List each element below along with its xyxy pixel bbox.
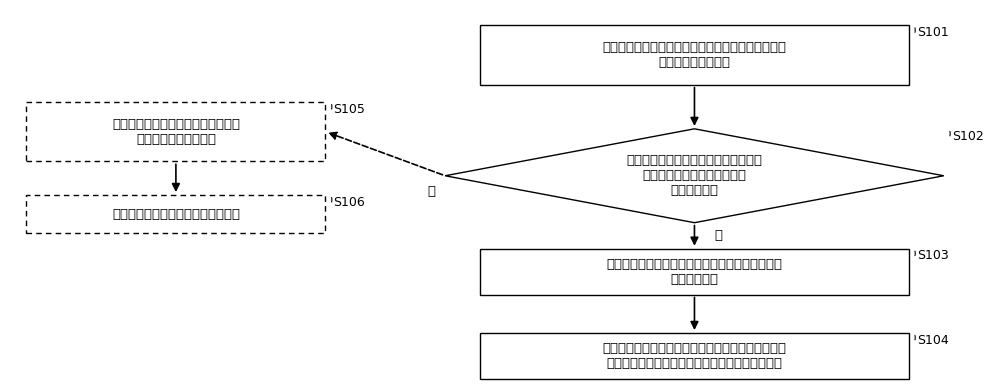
FancyBboxPatch shape bbox=[480, 249, 909, 295]
Text: S101: S101 bbox=[917, 26, 949, 39]
Text: 否: 否 bbox=[427, 185, 435, 198]
FancyBboxPatch shape bbox=[480, 333, 909, 379]
FancyBboxPatch shape bbox=[480, 25, 909, 85]
Text: 基于所述第一击中数据和所述第二击中数据计算出
第三击中数据: 基于所述第一击中数据和所述第二击中数据计算出 第三击中数据 bbox=[606, 257, 782, 286]
Text: S106: S106 bbox=[333, 196, 365, 209]
Text: 判断所述第一击中数据和所述第二击中
数据之间的差值是否在预设的
误差范围之内: 判断所述第一击中数据和所述第二击中 数据之间的差值是否在预设的 误差范围之内 bbox=[626, 154, 762, 197]
Text: S105: S105 bbox=[333, 103, 365, 116]
Text: 将所述第三击中数据上传至区块链中，以使裁判终端
从区块链获取所述第三击中数据并对选手进行打分: 将所述第三击中数据上传至区块链中，以使裁判终端 从区块链获取所述第三击中数据并对… bbox=[602, 342, 786, 370]
FancyBboxPatch shape bbox=[26, 195, 325, 233]
Text: S103: S103 bbox=[917, 249, 949, 262]
Text: 将所述第一无效信息上传至区块链中: 将所述第一无效信息上传至区块链中 bbox=[112, 208, 240, 220]
Text: S104: S104 bbox=[917, 334, 949, 347]
Text: 分别获取第一终端采集的第一击中数据以及第二终端
采集的第二击中数据: 分别获取第一终端采集的第一击中数据以及第二终端 采集的第二击中数据 bbox=[602, 41, 786, 69]
Text: 是: 是 bbox=[714, 229, 722, 242]
FancyBboxPatch shape bbox=[26, 102, 325, 161]
Text: 确认所述第一击中数据和所述第二击
中数据为第一无效信息: 确认所述第一击中数据和所述第二击 中数据为第一无效信息 bbox=[112, 118, 240, 146]
Text: S102: S102 bbox=[952, 130, 983, 142]
Polygon shape bbox=[445, 129, 944, 223]
